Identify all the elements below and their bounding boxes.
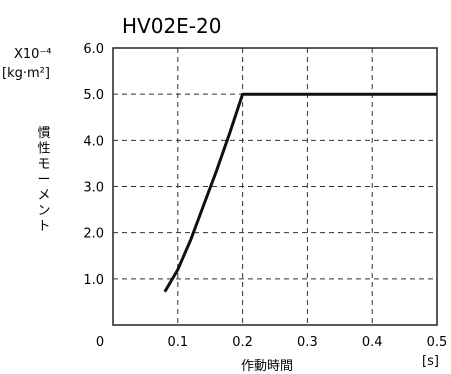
series-line (163, 92, 437, 293)
y-scale-label: X10⁻⁴ (14, 47, 52, 62)
y-tick-label: 2.0 (83, 227, 104, 242)
y-tick-label: 6.0 (83, 42, 104, 57)
x-unit-label: [s] (422, 354, 439, 369)
y-tick-label: 3.0 (83, 181, 104, 196)
y-unit-label: [kg·m²] (2, 66, 50, 81)
x-tick-label: 0.5 (427, 335, 448, 350)
y-tick-label: 4.0 (83, 134, 104, 149)
x-tick-label: 0.2 (232, 335, 253, 350)
grid-lines (113, 48, 437, 325)
y-tick-label: 5.0 (83, 88, 104, 103)
chart-title: HV02E-20 (122, 14, 221, 38)
x-tick-label: 0.1 (167, 335, 188, 350)
x-tick-label: 0 (96, 335, 104, 350)
y-tick-labels: 1.0 2.0 3.0 4.0 5.0 6.0 (83, 42, 104, 288)
y-axis-label: 慣性モーメント (37, 125, 50, 234)
x-tick-labels: 0 0.1 0.2 0.3 0.4 0.5 (96, 335, 447, 350)
x-tick-label: 0.3 (297, 335, 318, 350)
y-tick-label: 1.0 (83, 273, 104, 288)
x-axis-label: 作動時間 (241, 359, 293, 374)
x-tick-label: 0.4 (362, 335, 383, 350)
